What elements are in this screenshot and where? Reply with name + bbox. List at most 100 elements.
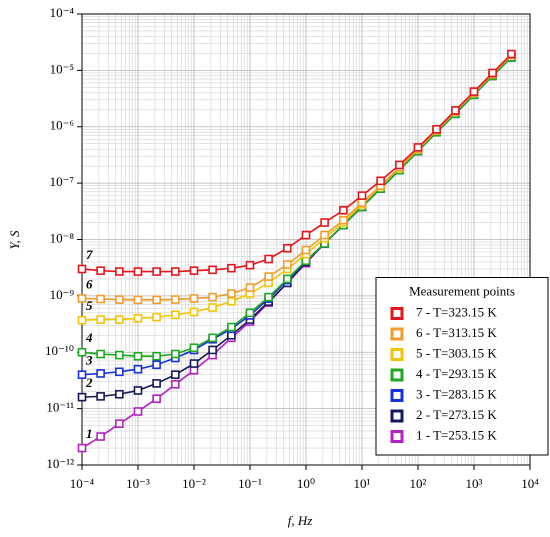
data-point [152, 379, 161, 388]
data-point [320, 218, 329, 227]
y-tick-label: 10⁻⁶ [50, 118, 74, 133]
x-tick-label: 10⁻³ [126, 476, 150, 491]
data-point [152, 351, 161, 361]
data-point [133, 351, 143, 361]
data-point [115, 315, 124, 324]
data-point [77, 264, 87, 274]
curve-label: 1 [86, 426, 93, 441]
data-point [432, 125, 441, 134]
x-tick-label: 10⁻⁴ [70, 476, 95, 491]
data-point [227, 322, 236, 332]
data-point [77, 370, 87, 379]
data-point [152, 267, 161, 276]
data-point [395, 160, 404, 170]
data-point [189, 343, 199, 353]
curve-label: 3 [85, 353, 93, 368]
x-tick-label: 10³ [466, 476, 483, 491]
data-point [77, 347, 87, 357]
data-point [171, 267, 180, 276]
data-point [171, 380, 180, 389]
legend-marker [390, 430, 404, 443]
data-point [96, 349, 105, 359]
legend-label: 3 - T=283.15 K [416, 386, 497, 401]
x-axis-label: f, Hz [288, 513, 313, 528]
data-point [77, 315, 87, 325]
plot-frame [81, 13, 531, 466]
x-tick-label: 10⁻² [182, 476, 206, 491]
data-point [227, 297, 236, 306]
data-point [245, 283, 255, 292]
data-point [171, 370, 180, 379]
data-point [283, 260, 292, 269]
series-line [81, 54, 512, 301]
data-point [488, 68, 497, 78]
data-point [227, 263, 236, 273]
data-point [171, 310, 180, 320]
y-tick-label: 10⁻¹² [46, 456, 74, 471]
x-tick-label: 10² [410, 476, 427, 491]
legend-marker [390, 389, 404, 402]
data-point [208, 303, 217, 312]
data-point [301, 245, 311, 255]
data-point [96, 266, 105, 275]
data-point [189, 266, 199, 275]
data-point [227, 289, 236, 298]
data-point [115, 389, 124, 399]
legend-label: 2 - T=273.15 K [416, 407, 497, 422]
legend-title: Measurement points [409, 283, 515, 298]
y-tick-label: 10⁻⁷ [50, 174, 74, 189]
x-tick-label: 10⁴ [521, 476, 539, 491]
legend-marker [390, 348, 404, 361]
data-point [115, 367, 124, 377]
data-point [77, 294, 87, 303]
data-point [133, 314, 143, 323]
y-axis-label: Y, S [7, 230, 22, 250]
data-point [133, 386, 143, 395]
data-point [320, 230, 329, 240]
data-point [96, 432, 105, 441]
legend-box [375, 277, 549, 456]
data-point [507, 49, 516, 59]
data-point [357, 191, 367, 200]
data-point [115, 350, 124, 360]
data-point [96, 315, 105, 324]
legend-label: 5 - T=303.15 K [416, 345, 497, 360]
data-point [115, 267, 124, 276]
data-point [133, 267, 143, 276]
legend-marker [390, 368, 404, 382]
data-point [283, 274, 292, 284]
data-point [96, 369, 105, 378]
legend-marker [390, 307, 404, 320]
data-point [189, 359, 199, 368]
data-point [171, 295, 180, 304]
curve-label: 2 [85, 375, 93, 390]
x-tick-label: 10⁰ [297, 476, 315, 491]
curve-label: 4 [85, 330, 93, 345]
legend-label: 6 - T=313.15 K [416, 325, 497, 340]
data-point [264, 254, 273, 264]
y-tick-label: 10⁻¹⁰ [45, 343, 74, 358]
legend-marker [390, 409, 404, 423]
data-point [357, 198, 367, 207]
data-point [152, 360, 161, 370]
data-point [208, 345, 217, 355]
data-point [96, 392, 105, 401]
data-point [77, 443, 87, 453]
y-tick-label: 10⁻⁴ [50, 5, 75, 20]
y-tick-label: 10⁻⁸ [50, 230, 75, 245]
data-point [115, 419, 124, 429]
data-point [189, 307, 199, 317]
y-tick-label: 10⁻⁹ [50, 287, 75, 302]
data-point [133, 295, 143, 305]
data-point [208, 292, 217, 302]
data-point [171, 349, 180, 359]
data-point [115, 295, 124, 304]
data-point [96, 294, 105, 304]
legend-label: 7 - T=323.15 K [416, 304, 497, 319]
y-tick-label: 10⁻⁵ [50, 61, 74, 76]
x-tick-label: 10⁻¹ [238, 476, 262, 491]
data-point [133, 364, 143, 374]
data-point [339, 205, 348, 215]
curve-label: 6 [86, 276, 93, 291]
